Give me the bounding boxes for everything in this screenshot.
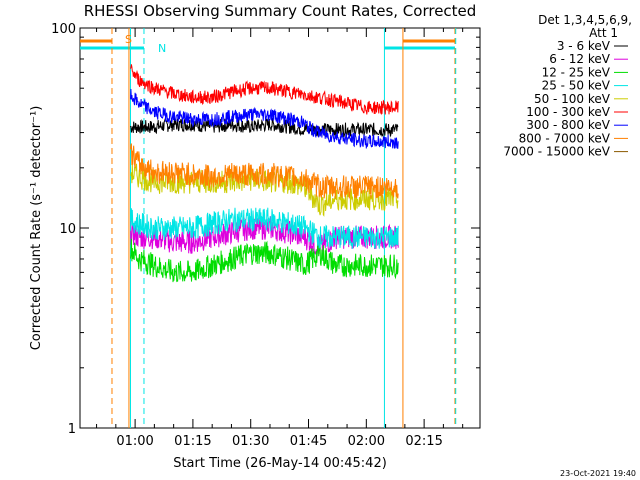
chart-title: RHESSI Observing Summary Count Rates, Co… — [84, 2, 477, 20]
x-tick-label: 02:00 — [348, 434, 385, 449]
axis-ticks — [80, 27, 480, 429]
legend-label: 7000 - 15000 keV — [503, 145, 610, 159]
legend-label: 25 - 50 keV — [542, 79, 611, 93]
legend-label: 50 - 100 keV — [534, 92, 611, 106]
legend-label: 800 - 7000 keV — [519, 131, 611, 145]
x-tick-label: 01:45 — [290, 434, 327, 449]
x-tick-label: 02:15 — [405, 434, 442, 449]
series-line-3 — [130, 207, 399, 250]
y-tick-label: 100 — [51, 22, 76, 37]
legend-label: 300 - 800 keV — [526, 118, 610, 132]
annotation-n: N — [158, 42, 166, 55]
legend-label: 100 - 300 keV — [526, 105, 610, 119]
y-axis-label: Corrected Count Rate (s⁻¹ detector⁻¹) — [29, 106, 44, 351]
x-tick-label: 01:30 — [232, 434, 269, 449]
legend-header-line2: Att 1 — [589, 26, 618, 40]
y-tick-labels: 1 10 100 — [51, 22, 76, 437]
series-line-5 — [130, 64, 399, 116]
legend-label: 12 - 25 keV — [542, 65, 611, 79]
x-tick-label: 01:15 — [174, 434, 211, 449]
annotation-s: S — [125, 33, 132, 46]
footer-timestamp: 23-Oct-2021 19:40 — [560, 469, 636, 478]
x-tick-label: 01:00 — [116, 434, 153, 449]
x-axis-label: Start Time (26-May-14 00:45:42) — [173, 456, 387, 471]
series-line-6 — [130, 88, 399, 149]
y-tick-label: 10 — [59, 222, 76, 237]
legend-label: 6 - 12 keV — [549, 52, 611, 66]
legend-header-line1: Det 1,3,4,5,6,9, — [538, 13, 632, 27]
series-line-0 — [130, 117, 399, 138]
legend-label: 3 - 6 keV — [557, 39, 611, 53]
y-tick-label: 1 — [68, 422, 76, 437]
series-line-7 — [130, 143, 399, 199]
x-tick-labels: 01:00 01:15 01:30 01:45 02:00 02:15 — [116, 434, 442, 449]
series-group — [130, 64, 399, 283]
series-line-2 — [130, 238, 399, 283]
